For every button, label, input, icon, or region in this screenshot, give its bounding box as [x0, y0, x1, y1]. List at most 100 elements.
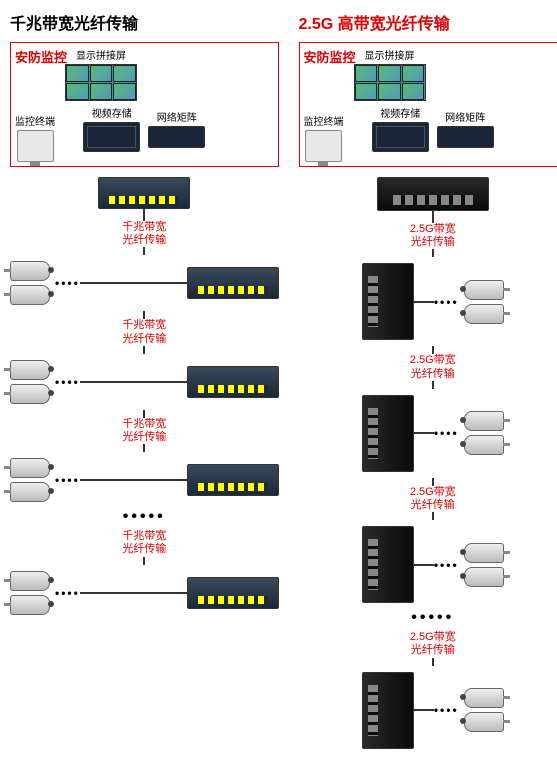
- hline: [80, 282, 187, 284]
- diagram-container: 千兆带宽光纤传输 安防监控 显示拼接屏 视频存储 网络矩阵 监控终端: [10, 10, 557, 755]
- cam-dots: ••••: [434, 295, 459, 309]
- camera-icon: [464, 712, 504, 732]
- access-switch-icon: [187, 464, 279, 496]
- vline: [432, 478, 434, 486]
- core-switch-icon: [98, 177, 190, 209]
- right-monitoring-box: 安防监控 显示拼接屏 视频存储 网络矩阵 监控终端: [299, 42, 557, 167]
- access-switch-icon: [362, 672, 414, 749]
- camera-pair: [10, 360, 50, 404]
- link-label-1: 千兆带宽 光纤传输: [10, 221, 279, 247]
- storage-device: 视频存储: [372, 105, 429, 152]
- cam-dots: ••••: [434, 703, 459, 717]
- link-label: 千兆带宽光纤传输: [10, 319, 279, 345]
- right-column: 2.5G 高带宽光纤传输 安防监控 显示拼接屏 视频存储 网络矩阵 监控终端: [299, 10, 557, 755]
- camera-icon: [10, 360, 50, 380]
- tier-1: ••••: [10, 360, 279, 404]
- storage-icon: [83, 122, 140, 152]
- camera-pair: [464, 688, 504, 732]
- vline: [143, 444, 145, 452]
- monitor-device: 监控终端: [15, 113, 55, 162]
- tier-2: ••••: [10, 458, 279, 502]
- monitor-icon: [305, 130, 342, 162]
- left-title: 千兆带宽光纤传输: [10, 10, 279, 34]
- tier-2: ••••: [299, 526, 557, 603]
- camera-icon: [464, 304, 504, 324]
- vline: [432, 381, 434, 389]
- vline: [432, 249, 434, 257]
- matrix-device: 网络矩阵: [437, 109, 494, 148]
- monitor-icon: [17, 130, 54, 162]
- camera-icon: [464, 567, 504, 587]
- link-label: 千兆带宽光纤传输: [10, 418, 279, 444]
- cam-dots: ••••: [55, 375, 80, 389]
- matrix-label: 网络矩阵: [157, 109, 197, 124]
- camera-icon: [10, 384, 50, 404]
- camera-pair: [464, 280, 504, 324]
- video-wall-device: 显示拼接屏: [354, 47, 426, 101]
- storage-device: 视频存储: [83, 105, 140, 152]
- cam-dots: ••••: [55, 586, 80, 600]
- right-title: 2.5G 高带宽光纤传输: [299, 10, 557, 34]
- matrix-icon: [437, 126, 494, 148]
- tier-0: ••••: [299, 263, 557, 340]
- camera-icon: [10, 261, 50, 281]
- left-column: 千兆带宽光纤传输 安防监控 显示拼接屏 视频存储 网络矩阵 监控终端: [10, 10, 279, 755]
- vline: [432, 211, 434, 223]
- vline: [143, 346, 145, 354]
- camera-pair: [464, 411, 504, 455]
- cam-dots: ••••: [55, 473, 80, 487]
- left-monitoring-box: 安防监控 显示拼接屏 视频存储 网络矩阵 监控终端: [10, 42, 279, 167]
- hline: [414, 432, 434, 434]
- tier-3: ••••: [10, 571, 279, 615]
- tier-0: ••••: [10, 261, 279, 305]
- ellipsis: •••••: [299, 609, 557, 627]
- monitor-device: 监控终端: [304, 113, 344, 162]
- camera-pair: [10, 571, 50, 615]
- cam-dots: ••••: [434, 558, 459, 572]
- link-label-1: 2.5G带宽 光纤传输: [299, 223, 557, 249]
- hline: [414, 301, 434, 303]
- cam-dots: ••••: [434, 426, 459, 440]
- access-switch-icon: [362, 395, 414, 472]
- access-switch-icon: [187, 366, 279, 398]
- matrix-device: 网络矩阵: [148, 109, 205, 148]
- link-label: 2.5G带宽光纤传输: [299, 354, 557, 380]
- hline: [80, 592, 187, 594]
- camera-icon: [10, 482, 50, 502]
- camera-pair: [464, 543, 504, 587]
- vline: [143, 209, 145, 221]
- right-core-switch-row: [299, 177, 557, 211]
- ellipsis: •••••: [10, 508, 279, 526]
- camera-icon: [10, 571, 50, 591]
- camera-icon: [10, 595, 50, 615]
- right-box-label: 安防监控: [304, 47, 356, 66]
- vline: [432, 658, 434, 666]
- vline: [143, 557, 145, 565]
- video-wall-icon: [354, 64, 426, 101]
- matrix-icon: [148, 126, 205, 148]
- camera-icon: [464, 280, 504, 300]
- monitor-label: 监控终端: [15, 113, 55, 128]
- left-box-label: 安防监控: [15, 47, 67, 66]
- left-core-switch-row: [10, 177, 279, 209]
- access-switch-icon: [187, 267, 279, 299]
- link-label: 2.5G带宽光纤传输: [299, 486, 557, 512]
- camera-pair: [10, 261, 50, 305]
- camera-icon: [464, 435, 504, 455]
- camera-icon: [464, 411, 504, 431]
- hline: [414, 564, 434, 566]
- hline: [80, 381, 187, 383]
- link-label: 千兆带宽光纤传输: [10, 530, 279, 556]
- video-wall-label: 显示拼接屏: [76, 47, 126, 62]
- tier-3: ••••: [299, 672, 557, 749]
- vline: [143, 247, 145, 255]
- storage-icon: [372, 122, 429, 152]
- storage-label: 视频存储: [92, 105, 132, 120]
- access-switch-icon: [362, 263, 414, 340]
- camera-icon: [464, 543, 504, 563]
- camera-icon: [10, 458, 50, 478]
- camera-icon: [464, 688, 504, 708]
- hline: [414, 709, 434, 711]
- link-label: 2.5G带宽光纤传输: [299, 631, 557, 657]
- vline: [432, 512, 434, 520]
